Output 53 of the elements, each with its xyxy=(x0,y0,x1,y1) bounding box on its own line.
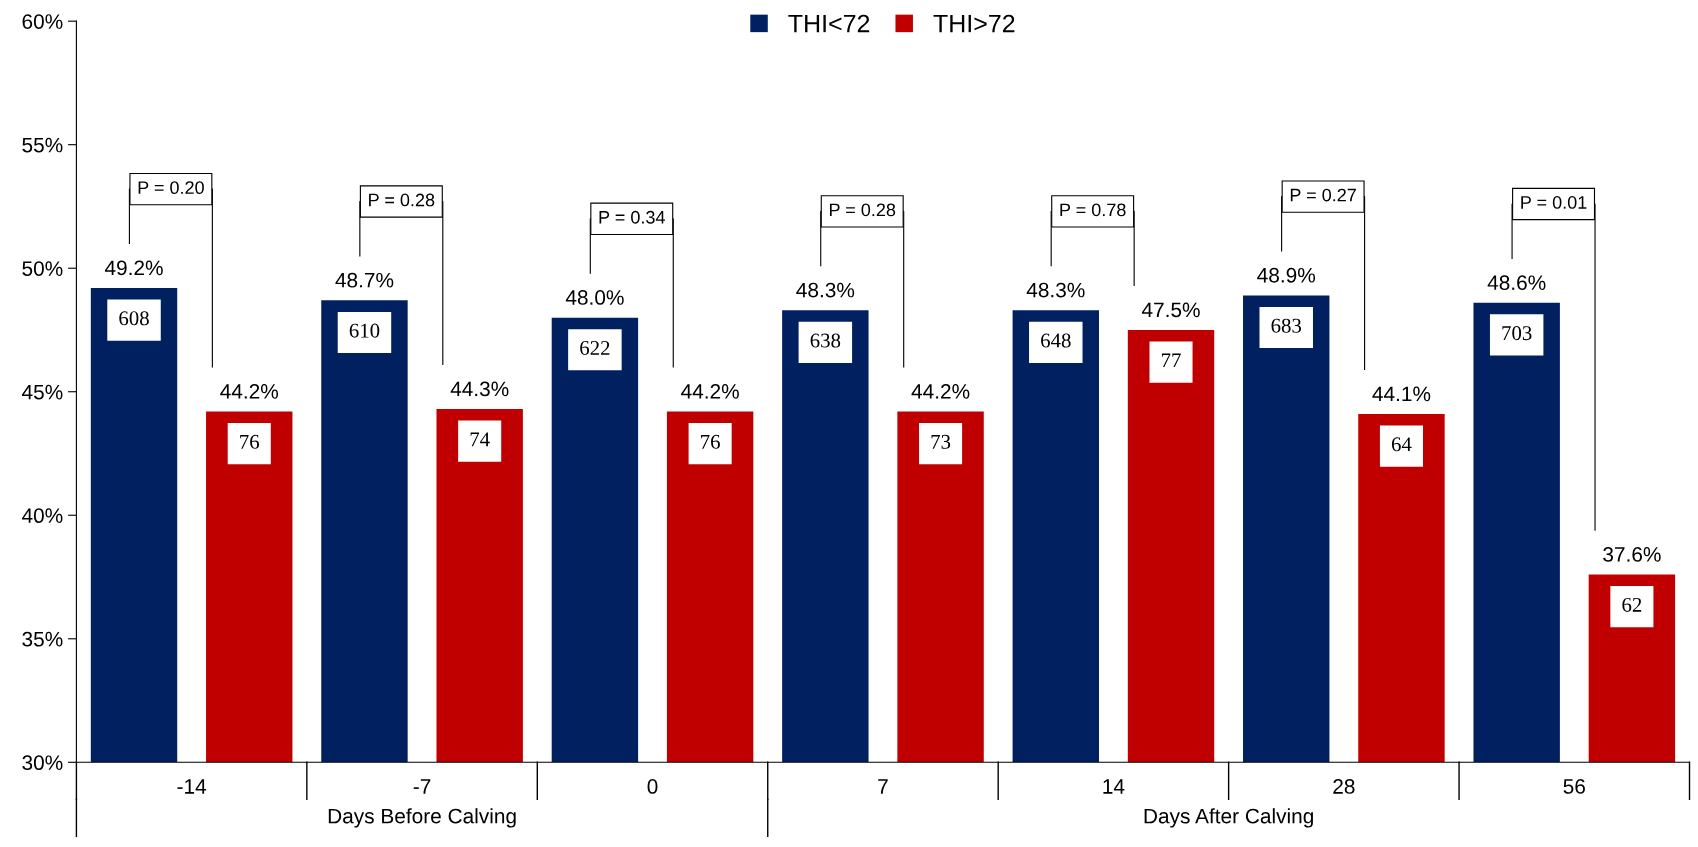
annotation: 638 xyxy=(810,333,841,348)
annotation: 77 xyxy=(1161,353,1181,368)
data-label: 44.2% xyxy=(911,383,970,399)
data-label: 48.0% xyxy=(565,290,624,305)
annotation: 622 xyxy=(580,340,610,355)
data-label: 44.1% xyxy=(1372,386,1431,402)
annotation: 76 xyxy=(701,434,720,449)
y-tick-label: 35% xyxy=(22,631,63,647)
data-label: 48.6% xyxy=(1487,275,1546,291)
text: Days Before Calving xyxy=(328,808,516,828)
data-label: 48.3% xyxy=(796,282,855,298)
x-tick-label: -14 xyxy=(177,779,207,794)
y-tick-label: 55% xyxy=(22,137,63,153)
data-label: 49.2% xyxy=(104,260,163,276)
annotation: P = 0.28 xyxy=(829,203,896,217)
data-label: 47.5% xyxy=(1141,302,1200,318)
legend-label: THI<72 xyxy=(788,14,870,33)
data-label: 44.3% xyxy=(450,381,509,397)
annotation: 74 xyxy=(470,432,490,447)
annotation: 76 xyxy=(240,434,260,449)
annotation: 703 xyxy=(1502,326,1532,341)
y-tick-label: 40% xyxy=(22,508,63,524)
data-label: 48.3% xyxy=(1026,282,1085,298)
data-label: 48.7% xyxy=(335,272,394,288)
y-tick-label: 45% xyxy=(22,384,63,400)
annotation: P = 0.34 xyxy=(599,210,665,224)
x-tick-label: 28 xyxy=(1333,779,1355,794)
text: Days After Calving xyxy=(1144,808,1313,828)
data-label: 44.2% xyxy=(220,383,279,399)
annotation: P = 0.28 xyxy=(369,193,435,207)
data-label: 48.9% xyxy=(1257,267,1316,283)
y-tick-label: 30% xyxy=(22,755,63,771)
annotation: P = 0.78 xyxy=(1060,203,1126,217)
y-tick-label: 60% xyxy=(22,14,63,29)
annotation: P = 0.20 xyxy=(138,181,204,195)
annotation: 64 xyxy=(1391,437,1412,452)
annotation: 648 xyxy=(1041,333,1071,348)
annotation: P = 0.27 xyxy=(1290,188,1356,202)
data-label: 37.6% xyxy=(1603,547,1661,562)
data-label: 44.2% xyxy=(681,383,739,399)
annotation: 73 xyxy=(931,434,951,449)
legend-label: THI>72 xyxy=(933,14,1015,33)
y-tick-label: 50% xyxy=(22,261,63,276)
annotation: 683 xyxy=(1271,318,1302,333)
annotation: 62 xyxy=(1622,597,1642,612)
x-tick-label: 7 xyxy=(878,779,888,794)
annotation: 608 xyxy=(119,311,149,326)
annotation: 610 xyxy=(349,323,380,338)
annotation: P = 0.01 xyxy=(1521,196,1587,209)
x-tick-label: -7 xyxy=(413,779,431,794)
x-tick-label: 14 xyxy=(1103,779,1125,794)
x-tick-label: 0 xyxy=(647,779,658,794)
x-tick-label: 56 xyxy=(1563,779,1585,794)
